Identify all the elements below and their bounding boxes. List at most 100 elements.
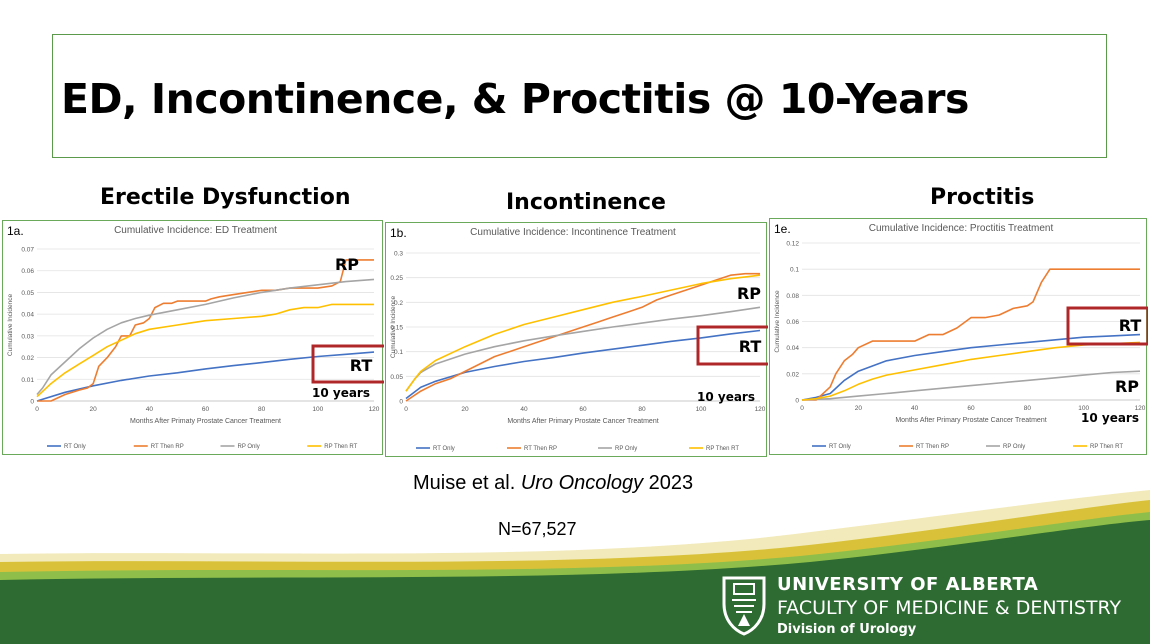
legend-label: RP Only: [615, 446, 637, 452]
chart-title: Cumulative Incidence: Proctitis Treatmen…: [869, 223, 1054, 234]
series-line-rt-then-rp: [802, 268, 1140, 401]
x-tick-label: 0: [404, 406, 408, 413]
y-tick-label: 0: [399, 399, 403, 406]
chart-incontinence: 1b. Cumulative Incidence: Incontinence Tr…: [385, 222, 768, 457]
university-name: UNIVERSITY OF ALBERTA: [777, 574, 1039, 595]
series-line-rt-only: [405, 329, 761, 400]
legend-label: RP Then RT: [324, 444, 357, 450]
panel-label: 1b.: [390, 226, 407, 240]
citation-year: 2023: [648, 472, 694, 494]
series-line-rt-only: [801, 333, 1141, 401]
y-tick-label: 0.12: [786, 241, 799, 248]
y-axis-label: Cumulative Incidence: [7, 294, 14, 357]
x-axis-label: Months After Primary Prostate Cancer Tre…: [895, 417, 1046, 424]
university-shield-icon: [722, 576, 766, 636]
y-tick-label: 0.25: [390, 275, 403, 282]
legend-label: RP Only: [238, 444, 260, 450]
heading-incontinence: Incontinence: [506, 190, 666, 215]
university-branding: UNIVERSITY OF ALBERTA FACULTY OF MEDICIN…: [777, 574, 1121, 637]
y-tick-label: 0.02: [21, 355, 34, 362]
series-line-rt-only: [36, 351, 375, 402]
citation-authors: Muise et al.: [413, 472, 516, 494]
legend-label: RP Then RT: [1090, 444, 1123, 450]
x-tick-label: 40: [911, 405, 919, 412]
highlight-box: [311, 344, 384, 384]
x-tick-label: 80: [638, 406, 646, 413]
highlight-box: [696, 325, 768, 366]
chart-title: Cumulative Incidence: Incontinence Treat…: [470, 227, 676, 238]
y-tick-label: 0.05: [21, 290, 34, 297]
heading-proctitis: Proctitis: [930, 185, 1035, 210]
y-tick-label: 0.06: [786, 319, 799, 326]
series-line-rp-only: [405, 306, 761, 392]
x-tick-label: 60: [967, 405, 975, 412]
y-tick-label: 0.07: [21, 247, 34, 254]
faculty-name: FACULTY OF MEDICINE & DENTISTRY: [777, 597, 1122, 619]
footer-swoosh: [0, 490, 1150, 644]
division-name: Division of Urology: [777, 622, 917, 637]
slide-title: ED, Incontinence, & Proctitis @ 10-Years: [61, 75, 969, 123]
y-tick-label: 0.2: [394, 300, 403, 307]
highlight-box: [1066, 306, 1148, 346]
sample-size: N=67,527: [498, 519, 577, 539]
y-tick-label: 0.03: [21, 333, 34, 340]
annotation-top-label: RP: [737, 284, 761, 303]
annotation-top-label: RP: [335, 255, 359, 274]
x-tick-label: 20: [90, 406, 98, 413]
citation: Muise et al. Uro Oncology 2023: [413, 472, 693, 495]
y-tick-label: 0.15: [390, 325, 403, 332]
heading-erectile-dysfunction: Erectile Dysfunction: [100, 185, 351, 210]
x-axis-label: Months After Primary Prostate Cancer Tre…: [507, 418, 658, 425]
x-tick-label: 40: [146, 406, 154, 413]
panel-label: 1a.: [7, 224, 24, 238]
x-tick-label: 20: [855, 405, 863, 412]
x-tick-label: 100: [696, 406, 707, 413]
series-line-rp-only: [801, 370, 1141, 401]
x-tick-label: 80: [1024, 405, 1032, 412]
y-tick-label: 0.04: [786, 345, 799, 352]
legend-label: RT Then RP: [524, 446, 557, 452]
legend-label: RP Only: [1003, 444, 1025, 450]
x-tick-label: 80: [258, 406, 266, 413]
x-tick-label: 60: [202, 406, 210, 413]
series-line-rt-then-rp: [405, 272, 760, 402]
annotation-bottom-label: RP: [1115, 377, 1139, 396]
y-tick-label: 0.06: [21, 268, 34, 275]
x-tick-label: 20: [461, 406, 469, 413]
chart-title: Cumulative Incidence: ED Treatment: [114, 225, 277, 236]
x-tick-label: 120: [369, 406, 380, 413]
annotation-boxed-label: RT: [739, 337, 762, 356]
x-tick-label: 120: [1135, 405, 1146, 412]
y-tick-label: 0.1: [790, 267, 799, 274]
annotation-years-label: 10 years: [1081, 411, 1139, 425]
y-tick-label: 0.04: [21, 312, 34, 319]
annotation-years-label: 10 years: [312, 386, 370, 400]
legend-label: RT Then RP: [151, 444, 184, 450]
legend-label: RT Only: [829, 444, 851, 450]
chart-svg-2: 1e. Cumulative Incidence: Proctitis Treat…: [774, 222, 1148, 450]
y-tick-label: 0.1: [394, 349, 403, 356]
y-tick-label: 0.01: [21, 377, 34, 384]
annotation-years-label: 10 years: [697, 390, 755, 404]
series-line-rp-only: [36, 278, 375, 396]
title-box: ED, Incontinence, & Proctitis @ 10-Years: [52, 34, 1107, 158]
x-tick-label: 0: [35, 406, 39, 413]
annotation-boxed-label: RT: [350, 356, 373, 375]
x-tick-label: 100: [1078, 405, 1089, 412]
y-tick-label: 0.05: [390, 374, 403, 381]
y-tick-label: 0.3: [394, 251, 403, 258]
legend-label: RT Only: [64, 444, 86, 450]
annotation-top-label: RT: [1119, 316, 1142, 335]
x-axis-label: Months After Primaty Prostate Cancer Tre…: [130, 418, 281, 425]
y-tick-label: 0.08: [786, 293, 799, 300]
panel-label: 1e.: [774, 222, 791, 236]
series-line-rt-then-rp: [37, 259, 374, 402]
series-line-rp-then-rt: [405, 274, 761, 392]
chart-ed: 1a. Cumulative Incidence: ED Treatment 0 0.…: [2, 220, 384, 455]
legend-label: RP Then RT: [706, 446, 739, 452]
y-axis-label: Cumulative Incidence: [390, 296, 397, 359]
citation-journal: Uro Oncology: [520, 472, 644, 494]
x-tick-label: 40: [520, 406, 528, 413]
chart-svg-1: 1b. Cumulative Incidence: Incontinence Tr…: [390, 226, 768, 452]
legend-label: RT Only: [433, 446, 455, 452]
